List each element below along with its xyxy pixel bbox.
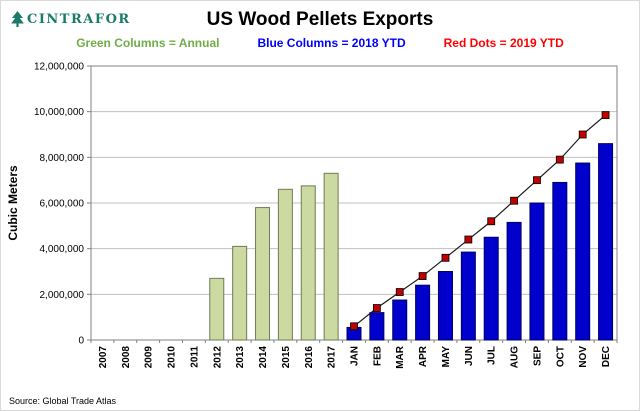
x-tick-label: 2008 — [121, 346, 132, 369]
y-tick-label: 10,000,000 — [34, 107, 84, 118]
x-tick-label: JUN — [464, 346, 475, 366]
bar-2018-ytd — [506, 221, 522, 341]
y-tick-label: 0 — [78, 336, 84, 347]
x-tick-label: 2009 — [144, 346, 155, 369]
marker-2019-ytd — [510, 196, 518, 205]
bar-annual — [277, 188, 293, 341]
marker-2019-ytd — [487, 217, 496, 226]
y-tick-label: 4,000,000 — [40, 244, 85, 255]
x-tick-label: JUL — [487, 346, 498, 365]
chart-legend: Green Columns = Annual Blue Columns = 20… — [1, 36, 639, 50]
marker-2019-ytd — [350, 322, 358, 331]
x-tick-label: 2007 — [98, 346, 109, 369]
x-tick-label: JAN — [350, 346, 361, 366]
x-tick-label: MAR — [395, 345, 406, 369]
x-tick-label: 2017 — [327, 346, 338, 369]
bar-2018-ytd — [437, 271, 453, 341]
logo-text: CINTRAFOR — [27, 11, 131, 27]
x-tick-label: MAY — [441, 346, 452, 368]
x-tick-label: 2016 — [304, 346, 315, 369]
x-tick-label: NOV — [578, 346, 589, 368]
chart-canvas: 0 2,000,000 4,000,000 6,000,000 8,000,000 10,… — [6, 62, 618, 369]
x-tick-label: 2012 — [212, 346, 223, 369]
x-tick-label: DEC — [601, 346, 612, 367]
cintrafor-logo: CINTRAFOR — [11, 11, 131, 27]
bar-2018-ytd — [552, 181, 568, 341]
marker-2019-ytd — [464, 235, 473, 244]
bar-2018-ytd — [575, 162, 591, 341]
x-tick-label: 2013 — [235, 346, 246, 369]
tree-icon — [11, 11, 24, 27]
x-tick-label: APR — [418, 345, 429, 367]
bar-2018-ytd — [415, 284, 431, 341]
y-tick-label: 8,000,000 — [40, 153, 85, 164]
source-note: Source: Global Trade Atlas — [9, 396, 117, 406]
legend-annual: Green Columns = Annual — [76, 36, 220, 50]
bar-2018-ytd — [598, 143, 614, 341]
x-tick-label: FEB — [372, 346, 383, 366]
marker-2019-ytd — [555, 155, 564, 164]
bar-annual — [323, 172, 339, 341]
bar-2018-ytd — [483, 236, 499, 341]
bar-annual — [300, 185, 316, 341]
chart-title: US Wood Pellets Exports — [206, 9, 434, 30]
bar-annual — [255, 207, 271, 341]
marker-2019-ytd — [533, 176, 541, 185]
chart-area: 0 2,000,000 4,000,000 6,000,000 8,000,000 10,… — [1, 52, 639, 383]
y-tick-label: 2,000,000 — [40, 290, 85, 301]
marker-2019-ytd — [395, 288, 404, 296]
x-tick-label: 2014 — [258, 346, 269, 369]
x-tick-label: OCT — [555, 346, 566, 367]
bar-2018-ytd — [529, 202, 545, 341]
bar-2018-ytd — [369, 312, 385, 341]
y-tick-label: 6,000,000 — [40, 199, 85, 210]
marker-2019-ytd — [601, 111, 610, 119]
x-tick-label: 2015 — [281, 346, 292, 369]
bar-annual — [232, 245, 248, 341]
bar-2018-ytd — [392, 299, 408, 341]
y-axis-title: Cubic Meters — [6, 165, 20, 241]
marker-2019-ytd — [441, 253, 450, 262]
marker-2019-ytd — [372, 304, 381, 312]
marker-2019-ytd — [418, 272, 427, 280]
x-tick-label: 2010 — [167, 346, 178, 369]
bar-annual — [209, 277, 225, 341]
x-tick-label: SEP — [532, 346, 543, 366]
legend-2019-ytd: Red Dots = 2019 YTD — [443, 36, 564, 50]
marker-2019-ytd — [578, 130, 587, 139]
bar-2018-ytd — [460, 251, 476, 341]
x-tick-label: AUG — [510, 346, 521, 368]
x-tick-label: 2011 — [189, 346, 200, 368]
y-tick-label: 12,000,000 — [34, 62, 84, 73]
legend-2018-ytd: Blue Columns = 2018 YTD — [257, 36, 406, 50]
